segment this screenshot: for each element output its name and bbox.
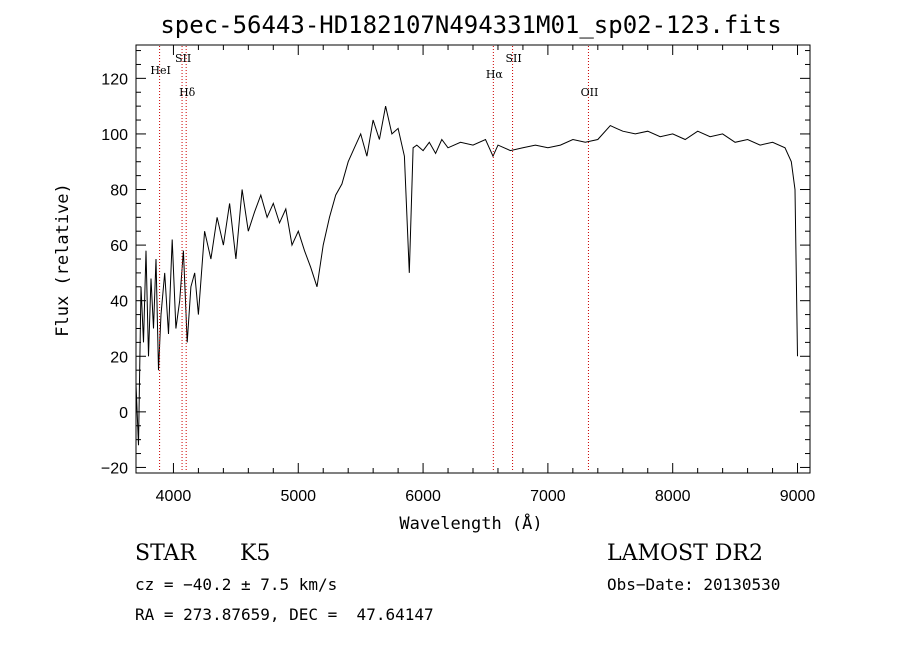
object-class: STAR xyxy=(135,541,197,566)
x-tick-label: 9000 xyxy=(780,488,816,505)
spectrum-line-0 xyxy=(135,105,798,446)
survey-name: LAMOST DR2 xyxy=(607,541,763,566)
spectrum-series-layer xyxy=(135,105,798,446)
x-axis-label: Wavelength (Å) xyxy=(399,512,542,534)
x-tick-label: 7000 xyxy=(530,488,566,505)
y-tick-label: 120 xyxy=(101,71,128,88)
line-marker-label: SII xyxy=(505,52,521,65)
subclass: K5 xyxy=(240,541,270,566)
coordinates: RA = 273.87659, DEC = 47.64147 xyxy=(135,605,434,624)
line-marker-label: Hα xyxy=(486,68,504,81)
x-tick-label: 6000 xyxy=(405,488,441,505)
plot-frame xyxy=(135,44,811,474)
y-tick-label: −20 xyxy=(101,460,128,477)
y-tick-label: 20 xyxy=(110,349,128,366)
y-tick-label: 60 xyxy=(110,238,128,255)
line-marker-label: SII xyxy=(175,52,191,65)
obs-date: Obs−Date: 20130530 xyxy=(607,575,780,594)
y-tick-label: 100 xyxy=(101,127,128,144)
line-marker-label: OII xyxy=(581,86,599,99)
line-marker-label: HeI xyxy=(150,64,170,77)
line-marker-label: Hδ xyxy=(179,86,196,99)
x-tick-label: 5000 xyxy=(280,488,316,505)
redshift-cz: cz = −40.2 ± 7.5 km/s xyxy=(135,575,337,594)
axis-ticks-layer: 4000 5000 6000 7000 8000 9000 −20 0 20 40 60 80 100 1… xyxy=(101,45,816,505)
y-axis-label: Flux (relative) xyxy=(53,183,73,337)
x-tick-label: 4000 xyxy=(156,488,192,505)
y-tick-label: 40 xyxy=(110,294,128,311)
y-tick-label: 80 xyxy=(110,183,128,200)
x-tick-label: 8000 xyxy=(655,488,691,505)
chart-title: spec-56443-HD182107N494331M01_sp02-123.f… xyxy=(160,11,781,39)
y-tick-label: 0 xyxy=(119,405,128,422)
